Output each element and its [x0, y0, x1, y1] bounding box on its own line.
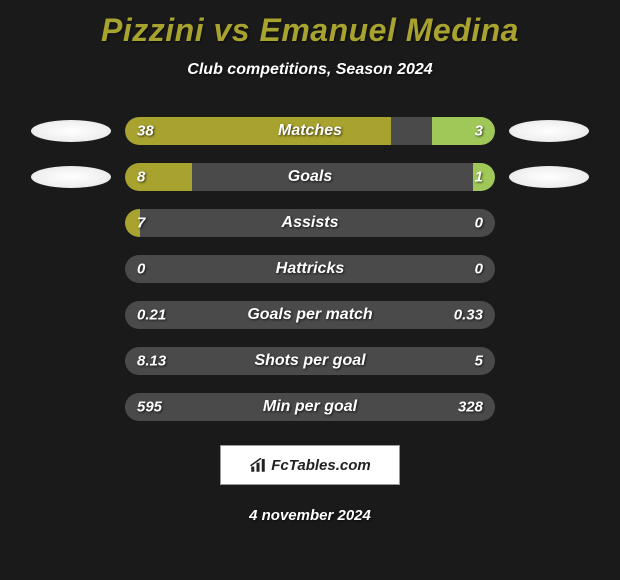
badge-spacer — [31, 212, 111, 234]
stat-label: Matches — [278, 122, 342, 140]
stat-bar-track: 38 3 Matches — [125, 117, 495, 145]
badge-spacer — [31, 396, 111, 418]
stat-bar-track: 7 0 Assists — [125, 209, 495, 237]
badge-spacer — [509, 258, 589, 280]
stat-label: Assists — [282, 214, 339, 232]
stat-row: 8.13 5 Shots per goal — [0, 347, 620, 375]
stat-value-right: 0.33 — [454, 307, 483, 324]
player-left-badge — [31, 120, 111, 142]
stat-value-left: 8.13 — [137, 353, 166, 370]
stat-label: Hattricks — [276, 260, 344, 278]
stat-rows: 38 3 Matches 8 1 Goals 7 0 Assists 0 0 Hattricks 0.2… — [0, 117, 620, 421]
stat-row: 0.21 0.33 Goals per match — [0, 301, 620, 329]
stat-label: Goals — [288, 168, 332, 186]
stat-value-left: 0 — [137, 261, 145, 278]
stat-row: 0 0 Hattricks — [0, 255, 620, 283]
stat-value-left: 7 — [137, 215, 145, 232]
stat-value-left: 38 — [137, 123, 154, 140]
badge-spacer — [509, 304, 589, 326]
stat-value-left: 595 — [137, 399, 162, 416]
badge-spacer — [509, 396, 589, 418]
stat-value-right: 1 — [475, 169, 483, 186]
stat-value-right: 0 — [475, 261, 483, 278]
stat-row: 8 1 Goals — [0, 163, 620, 191]
stat-label: Shots per goal — [254, 352, 365, 370]
badge-spacer — [509, 212, 589, 234]
stat-row: 595 328 Min per goal — [0, 393, 620, 421]
stat-bar-track: 8 1 Goals — [125, 163, 495, 191]
footer-date: 4 november 2024 — [0, 507, 620, 524]
watermark-badge: FcTables.com — [220, 445, 400, 485]
stat-bar-track: 595 328 Min per goal — [125, 393, 495, 421]
badge-spacer — [31, 258, 111, 280]
stat-value-left: 0.21 — [137, 307, 166, 324]
page-title: Pizzini vs Emanuel Medina — [0, 0, 620, 49]
chart-icon — [249, 456, 267, 474]
stat-value-right: 3 — [475, 123, 483, 140]
stat-bar-track: 8.13 5 Shots per goal — [125, 347, 495, 375]
stat-row: 7 0 Assists — [0, 209, 620, 237]
player-right-badge — [509, 166, 589, 188]
stat-bar-track: 0 0 Hattricks — [125, 255, 495, 283]
stat-bar-track: 0.21 0.33 Goals per match — [125, 301, 495, 329]
stat-value-right: 328 — [458, 399, 483, 416]
stat-label: Min per goal — [263, 398, 357, 416]
player-right-badge — [509, 120, 589, 142]
stat-bar-left — [125, 117, 391, 145]
stat-bar-left — [125, 163, 192, 191]
stat-label: Goals per match — [247, 306, 372, 324]
stat-bar-right — [432, 117, 495, 145]
badge-spacer — [31, 350, 111, 372]
subtitle: Club competitions, Season 2024 — [0, 61, 620, 79]
player-left-badge — [31, 166, 111, 188]
watermark-text: FcTables.com — [271, 457, 370, 474]
stat-value-right: 5 — [475, 353, 483, 370]
stat-value-right: 0 — [475, 215, 483, 232]
stat-value-left: 8 — [137, 169, 145, 186]
badge-spacer — [509, 350, 589, 372]
badge-spacer — [31, 304, 111, 326]
stat-row: 38 3 Matches — [0, 117, 620, 145]
